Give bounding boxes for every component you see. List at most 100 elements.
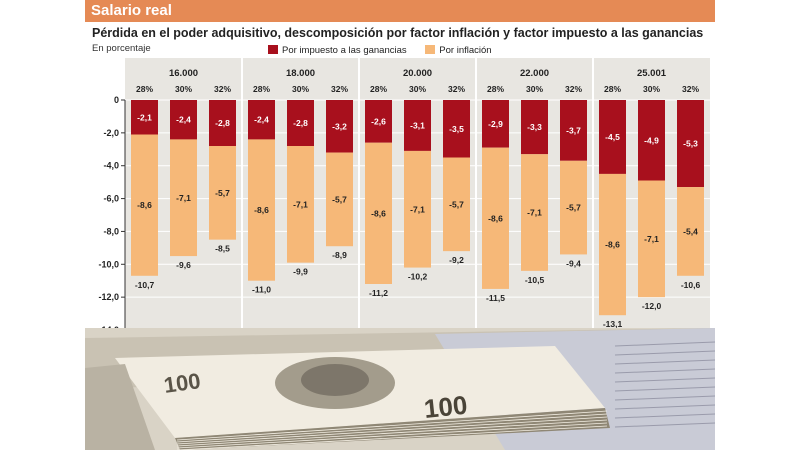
bill-number-text: 100 <box>422 390 468 424</box>
data-label-inflacion: -5,4 <box>683 226 698 236</box>
data-label-inflacion: -5,7 <box>566 203 581 213</box>
y-tick-label: -14,0 <box>98 325 119 330</box>
data-label-inflacion: -8,6 <box>605 240 620 250</box>
data-label-impuesto: -4,5 <box>605 132 620 142</box>
bar-inflacion <box>365 142 392 284</box>
bar-impuesto <box>521 100 548 155</box>
bar-impuesto <box>248 100 275 140</box>
category-label: 32% <box>331 84 348 94</box>
category-label: 28% <box>487 84 504 94</box>
data-label-impuesto: -2,9 <box>488 119 503 129</box>
data-label-impuesto: -3,3 <box>527 122 542 132</box>
category-label: 30% <box>292 84 309 94</box>
bar-impuesto <box>131 100 158 135</box>
legend-label-impuesto: Por impuesto a las ganancias <box>282 45 407 56</box>
data-label-inflacion: -8,6 <box>254 205 269 215</box>
bar-inflacion <box>248 139 275 281</box>
bill-edge-line <box>176 413 608 443</box>
bill-edge-line <box>176 422 608 449</box>
bar-inflacion <box>638 180 665 298</box>
data-label-total: -10,7 <box>135 280 155 290</box>
legend-swatch-inflacion <box>425 45 436 54</box>
bar-impuesto <box>404 100 431 151</box>
legend-swatch-impuesto <box>268 45 278 54</box>
y-tick-label: 0 <box>114 95 119 105</box>
chart-subtitle: Pérdida en el poder adquisitivo, descomp… <box>92 26 704 40</box>
bar-impuesto <box>443 100 470 158</box>
bill-number-text: 100 <box>162 368 202 398</box>
bar-inflacion <box>326 152 353 247</box>
bill-edge-line <box>614 359 715 365</box>
category-label: 32% <box>565 84 582 94</box>
category-label: 30% <box>526 84 543 94</box>
data-label-impuesto: -3,1 <box>410 120 425 130</box>
left-margin <box>0 0 85 450</box>
category-label: 28% <box>370 84 387 94</box>
bill-edge-line <box>614 413 715 419</box>
data-label-impuesto: -3,2 <box>332 121 347 131</box>
data-label-total: -10,5 <box>525 275 545 285</box>
bar-impuesto <box>677 100 704 188</box>
y-tick-label: -4,0 <box>103 161 119 171</box>
data-label-inflacion: -8,6 <box>488 213 503 223</box>
bar-inflacion <box>443 157 470 252</box>
y-tick-label: -12,0 <box>98 292 119 302</box>
bill-edge-line <box>614 368 715 374</box>
data-label-inflacion: -7,1 <box>644 234 659 244</box>
bar-impuesto <box>599 100 626 174</box>
data-label-impuesto: -2,1 <box>137 112 152 122</box>
bar-inflacion <box>560 160 587 255</box>
y-tick-label: -10,0 <box>98 259 119 269</box>
data-label-inflacion: -7,1 <box>293 199 308 209</box>
data-label-impuesto: -4,9 <box>644 135 659 145</box>
bar-inflacion <box>482 147 509 289</box>
data-label-total: -12,0 <box>642 301 662 311</box>
bill-edge-line <box>176 425 608 450</box>
data-label-inflacion: -8,6 <box>137 200 152 210</box>
data-label-total: -9,4 <box>566 258 581 268</box>
bill-edge-line <box>614 341 715 347</box>
data-label-impuesto: -2,6 <box>371 116 386 126</box>
category-label: 28% <box>253 84 270 94</box>
bill-edge-line <box>176 410 608 441</box>
data-label-inflacion: -7,1 <box>176 193 191 203</box>
data-label-total: -11,0 <box>252 285 271 295</box>
data-label-total: -11,2 <box>369 288 388 298</box>
bill-edge-line <box>176 419 608 447</box>
data-label-impuesto: -2,4 <box>254 115 269 125</box>
unit-label: En porcentaje <box>92 43 151 54</box>
data-label-total: -13,1 <box>603 319 623 329</box>
bar-inflacion <box>521 154 548 271</box>
category-label: 32% <box>448 84 465 94</box>
group-label: 16.000 <box>169 68 198 79</box>
category-label: 30% <box>409 84 426 94</box>
data-label-total: -10,2 <box>408 272 428 282</box>
bill-edge-line <box>614 422 715 428</box>
group-label: 22.000 <box>520 68 549 79</box>
bar-inflacion <box>599 173 626 316</box>
bar-impuesto <box>482 100 509 148</box>
data-label-impuesto: -3,7 <box>566 125 581 135</box>
category-label: 32% <box>682 84 699 94</box>
page-title: Salario real <box>91 2 172 19</box>
bar-impuesto <box>365 100 392 143</box>
group-label: 20.000 <box>403 68 432 79</box>
bar-impuesto <box>326 100 353 153</box>
category-label: 30% <box>643 84 660 94</box>
bar-inflacion <box>287 146 314 263</box>
banknotes-photo: 100 100 <box>85 328 715 450</box>
legend-item-inflacion: Por inflación <box>425 45 492 56</box>
data-label-impuesto: -5,3 <box>683 139 698 149</box>
data-label-total: -10,6 <box>681 280 701 290</box>
stacked-bar-chart: 0 -2,0 -4,0 -6,0 -8,0 -10,0 -12,0 -14,0 16.000 28… <box>98 58 710 330</box>
bar-inflacion <box>131 134 158 276</box>
category-label: 28% <box>604 84 621 94</box>
legend-item-impuesto: Por impuesto a las ganancias <box>268 45 407 56</box>
y-tick-label: -2,0 <box>103 128 119 138</box>
right-margin <box>715 0 800 450</box>
header-bar: Salario real <box>85 0 715 22</box>
data-label-total: -8,9 <box>332 250 347 260</box>
bar-inflacion <box>170 139 197 257</box>
data-label-impuesto: -2,8 <box>215 118 230 128</box>
legend-label-inflacion: Por inflación <box>439 45 492 56</box>
